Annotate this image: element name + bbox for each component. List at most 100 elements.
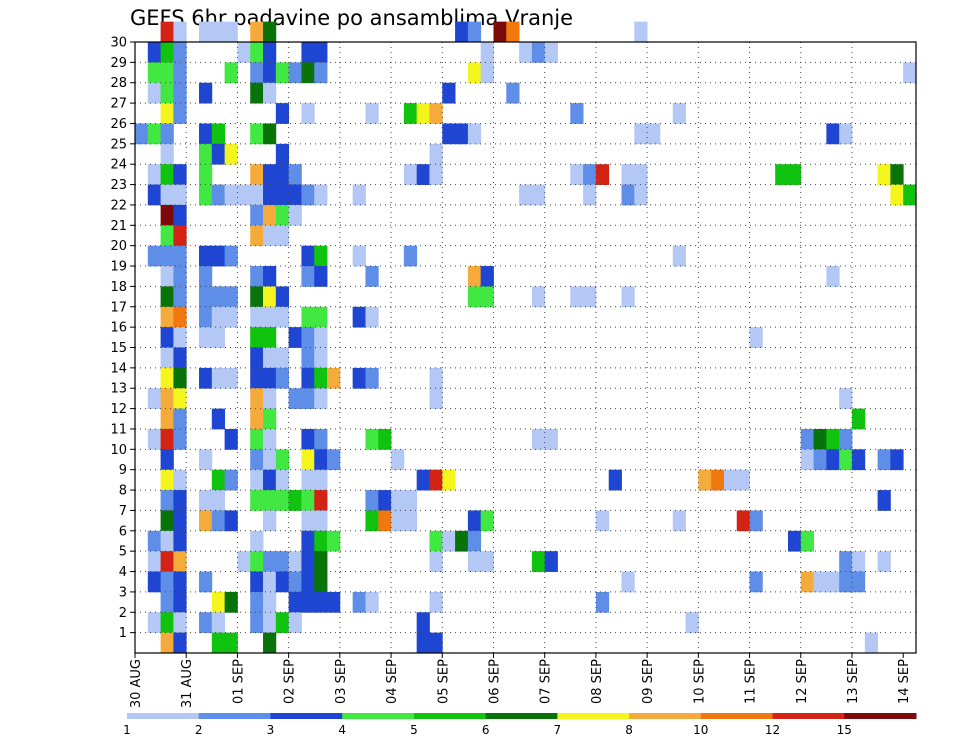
y-tick-label: 15 [110, 341, 127, 356]
heatmap-cell [851, 408, 866, 430]
heatmap-cell [263, 266, 277, 287]
x-tick-label: 14 SEP [897, 659, 912, 704]
heatmap-cell [314, 367, 328, 389]
heatmap-cell [301, 388, 315, 409]
heatmap-cell [429, 530, 443, 552]
y-tick-label: 8 [119, 484, 127, 499]
heatmap-cell [160, 184, 174, 206]
heatmap-cell [288, 204, 302, 226]
heatmap-cell [250, 449, 264, 471]
heatmap-cell [391, 490, 405, 511]
heatmap-cell [224, 632, 238, 654]
heatmap-cell [288, 62, 302, 84]
heatmap-cell [467, 286, 482, 308]
heatmap-cell [365, 266, 379, 287]
heatmap-cell [160, 327, 174, 348]
heatmap-cell [173, 164, 187, 185]
heatmap-cell [263, 388, 277, 409]
heatmap-cell [250, 164, 264, 185]
y-tick-label: 29 [110, 56, 127, 71]
x-tick-label: 06 SEP [487, 659, 502, 704]
heatmap-cell [250, 408, 264, 430]
heatmap-cell [352, 245, 366, 267]
y-tick-label: 7 [119, 504, 127, 519]
heatmap-cell [147, 428, 161, 450]
colorbar-segment [700, 713, 774, 719]
heatmap-cell [147, 42, 161, 63]
colorbar-label: 10 [693, 723, 708, 737]
heatmap-cell [173, 266, 187, 287]
heatmap-cell [698, 469, 712, 491]
heatmap-cell [147, 164, 161, 185]
y-tick-label: 4 [119, 565, 127, 580]
heatmap-cell [442, 82, 456, 104]
heatmap-cell [160, 123, 174, 145]
heatmap-cell [826, 428, 840, 450]
heatmap-cell [160, 510, 174, 532]
heatmap-cell [403, 245, 418, 267]
heatmap-cell [301, 428, 315, 450]
heatmap-cell [199, 82, 213, 104]
heatmap-cell [314, 388, 328, 409]
heatmap-cell [288, 490, 302, 511]
heatmap-cell [813, 428, 827, 450]
heatmap-cell [378, 510, 392, 532]
x-tick-label: 03 SEP [334, 659, 349, 704]
colorbar-label: 3 [267, 723, 275, 737]
heatmap-cell [199, 286, 213, 308]
colorbar-segment [557, 713, 630, 719]
heatmap-cell [173, 21, 187, 43]
heatmap-cell [173, 82, 187, 104]
heatmap-cell [583, 164, 597, 185]
y-tick-label: 18 [110, 280, 127, 295]
heatmap-cell [839, 388, 853, 409]
heatmap-cell [800, 428, 814, 450]
heatmap-cell [531, 42, 546, 63]
heatmap-cell [851, 449, 866, 471]
heatmap-cell [429, 367, 443, 389]
heatmap-cell [301, 551, 315, 572]
heatmap-cell [250, 204, 264, 226]
heatmap-cell [160, 612, 174, 634]
heatmap-cell [211, 469, 226, 491]
heatmap-cell [455, 21, 469, 43]
heatmap-cell [263, 591, 277, 613]
heatmap-cell [211, 510, 226, 532]
heatmap-cell [160, 42, 174, 63]
y-tick-label: 20 [110, 239, 127, 254]
heatmap-cell [275, 551, 290, 572]
heatmap-cell [301, 490, 315, 511]
x-tick-label: 31 AUG [180, 659, 195, 708]
y-tick-label: 22 [110, 198, 127, 213]
heatmap-cell [621, 164, 635, 185]
heatmap-cell [160, 204, 174, 226]
heatmap-cell [275, 367, 290, 389]
heatmap-cell [595, 591, 610, 613]
heatmap-cell [250, 225, 264, 247]
heatmap-cell [173, 347, 187, 369]
heatmap-cell [224, 591, 238, 613]
heatmap-cell [314, 327, 328, 348]
heatmap-cell [800, 449, 814, 471]
heatmap-cell [813, 571, 827, 593]
heatmap-cell [391, 510, 405, 532]
heatmap-cell [263, 21, 277, 43]
heatmap-cell [442, 469, 456, 491]
heatmap-cell [506, 21, 520, 43]
heatmap-cell [301, 591, 315, 613]
colorbar-segment [413, 713, 487, 719]
heatmap-cell [160, 286, 174, 308]
heatmap-cell [173, 510, 187, 532]
heatmap-cell [621, 286, 635, 308]
heatmap-cell [199, 164, 213, 185]
y-tick-label: 24 [110, 158, 127, 173]
heatmap-cell [403, 510, 418, 532]
heatmap-cell [314, 551, 328, 572]
heatmap-cell [288, 388, 302, 409]
heatmap-cell [288, 612, 302, 634]
heatmap-cell [263, 612, 277, 634]
heatmap-cell [416, 103, 430, 124]
heatmap-cell [263, 551, 277, 572]
heatmap-cell [301, 306, 315, 328]
heatmap-cell [275, 204, 290, 226]
